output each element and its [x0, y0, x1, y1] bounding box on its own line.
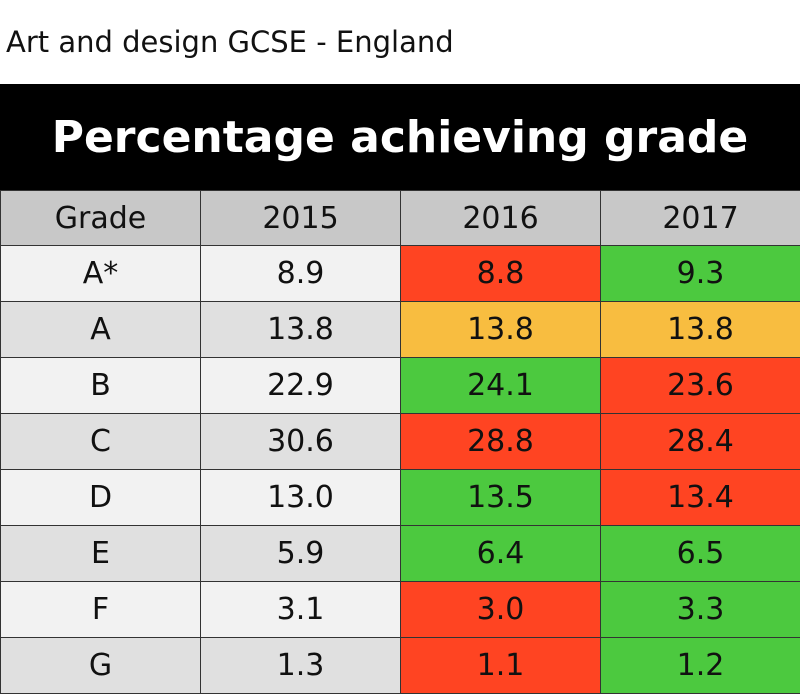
- value-cell-2015: 8.9: [200, 245, 401, 302]
- value-cell-2016: 13.5: [400, 469, 601, 526]
- column-header-2015: 2015: [200, 190, 401, 246]
- table-row: A 13.8 13.8 13.8: [0, 301, 800, 358]
- value-cell-2016: 24.1: [400, 357, 601, 414]
- value-cell-2015: 30.6: [200, 413, 401, 470]
- table-row: D 13.0 13.5 13.4: [0, 469, 800, 526]
- value-cell-2016: 3.0: [400, 581, 601, 638]
- grade-cell: F: [0, 581, 201, 638]
- grade-cell: A: [0, 301, 201, 358]
- value-cell-2017: 3.3: [600, 581, 800, 638]
- table-row: G 1.3 1.1 1.2: [0, 637, 800, 694]
- value-cell-2016: 8.8: [400, 245, 601, 302]
- table-row: F 3.1 3.0 3.3: [0, 581, 800, 638]
- grades-table: Grade 2015 2016 2017 A* 8.9 8.8 9.3 A 13.8 13.…: [0, 190, 800, 694]
- value-cell-2016: 6.4: [400, 525, 601, 582]
- value-cell-2015: 5.9: [200, 525, 401, 582]
- grade-cell: A*: [0, 245, 201, 302]
- value-cell-2015: 13.0: [200, 469, 401, 526]
- grade-cell: C: [0, 413, 201, 470]
- grade-cell: D: [0, 469, 201, 526]
- value-cell-2017: 1.2: [600, 637, 800, 694]
- header-row: Grade 2015 2016 2017: [0, 190, 800, 246]
- value-cell-2015: 1.3: [200, 637, 401, 694]
- table-row: A* 8.9 8.8 9.3: [0, 245, 800, 302]
- page-subtitle: Art and design GCSE - England: [6, 25, 454, 59]
- value-cell-2017: 23.6: [600, 357, 800, 414]
- value-cell-2015: 22.9: [200, 357, 401, 414]
- value-cell-2017: 9.3: [600, 245, 800, 302]
- column-header-2016: 2016: [400, 190, 601, 246]
- value-cell-2016: 28.8: [400, 413, 601, 470]
- value-cell-2016: 13.8: [400, 301, 601, 358]
- grade-cell: B: [0, 357, 201, 414]
- table-row: E 5.9 6.4 6.5: [0, 525, 800, 582]
- table-title: Percentage achieving grade: [51, 111, 749, 163]
- table-row: B 22.9 24.1 23.6: [0, 357, 800, 414]
- value-cell-2017: 13.8: [600, 301, 800, 358]
- value-cell-2016: 1.1: [400, 637, 601, 694]
- table-row: C 30.6 28.8 28.4: [0, 413, 800, 470]
- grade-cell: E: [0, 525, 201, 582]
- column-header-grade: Grade: [0, 190, 201, 246]
- column-header-2017: 2017: [600, 190, 800, 246]
- value-cell-2017: 28.4: [600, 413, 800, 470]
- grade-cell: G: [0, 637, 201, 694]
- value-cell-2015: 13.8: [200, 301, 401, 358]
- value-cell-2015: 3.1: [200, 581, 401, 638]
- value-cell-2017: 13.4: [600, 469, 800, 526]
- value-cell-2017: 6.5: [600, 525, 800, 582]
- table-body: A* 8.9 8.8 9.3 A 13.8 13.8 13.8 B 22.9 24.1 23.6 C 30…: [0, 245, 800, 694]
- table-title-banner: Percentage achieving grade: [0, 84, 800, 190]
